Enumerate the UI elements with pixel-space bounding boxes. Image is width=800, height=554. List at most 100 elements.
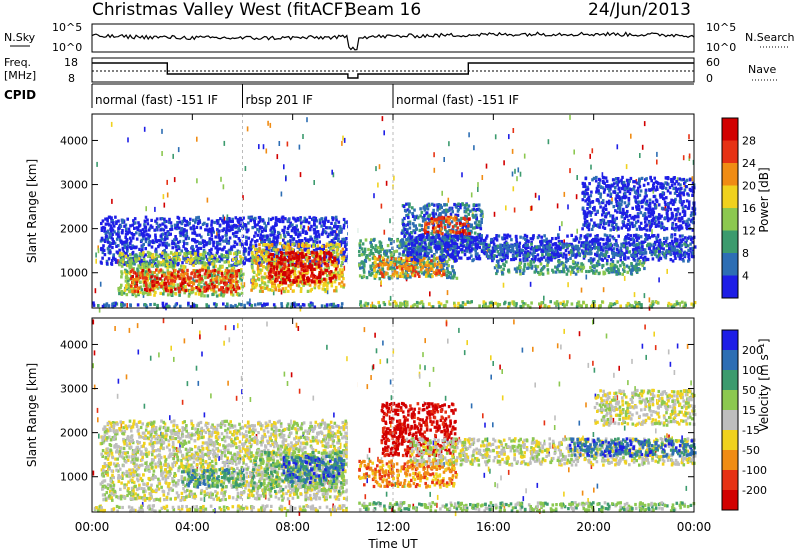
- range-gate-cell: [258, 247, 261, 251]
- range-gate-cell: [105, 302, 109, 306]
- range-gate-cell: [467, 224, 470, 228]
- range-gate-cell: [405, 267, 409, 271]
- range-gate-cell: [449, 212, 453, 216]
- range-gate-cell: [234, 261, 237, 266]
- range-gate-cell: [226, 284, 229, 288]
- range-gate-cell: [206, 287, 209, 291]
- range-gate-cell: [150, 254, 154, 259]
- range-gate-cell: [399, 274, 402, 278]
- range-gate-cell: [223, 275, 227, 280]
- range-gate-cell: [314, 233, 318, 238]
- range-gate-cell: [273, 253, 277, 257]
- range-gate-cell: [228, 264, 231, 268]
- range-gate-cell: [677, 302, 681, 306]
- range-gate-cell: [398, 244, 401, 248]
- range-gate-cell: [311, 259, 314, 263]
- range-gate-cell: [326, 226, 330, 230]
- range-gate-cell: [157, 282, 161, 286]
- range-gate-cell: [178, 239, 182, 244]
- range-gate-cell: [464, 210, 468, 214]
- range-gate-cell: [238, 218, 242, 222]
- range-gate-cell: [140, 260, 144, 264]
- range-gate-cell: [264, 266, 268, 270]
- range-gate-cell: [112, 253, 115, 257]
- range-gate-cell: [437, 300, 441, 305]
- range-gate-cell: [543, 303, 547, 308]
- range-gate-cell: [302, 225, 306, 229]
- range-gate-cell: [247, 246, 251, 250]
- range-gate-cell: [291, 258, 295, 262]
- range-gate-cell: [165, 259, 168, 263]
- range-gate-cell: [125, 241, 129, 245]
- range-gate-cell: [266, 236, 269, 240]
- range-gate-cell: [340, 270, 344, 274]
- range-gate-cell: [438, 212, 442, 216]
- range-gate-cell: [182, 239, 186, 243]
- range-gate-cell: [287, 289, 290, 293]
- range-gate-cell: [151, 270, 154, 275]
- range-gate-cell: [285, 304, 289, 308]
- range-gate-cell: [405, 256, 409, 260]
- range-gate-cell: [482, 300, 486, 304]
- range-gate-cell: [390, 256, 394, 261]
- range-gate-cell: [231, 272, 234, 276]
- range-gate-cell: [342, 277, 345, 281]
- range-gate-cell: [461, 305, 464, 309]
- range-gate-cell: [312, 259, 316, 263]
- range-gate-cell: [297, 233, 301, 237]
- range-gate-cell: [313, 254, 316, 258]
- range-gate-cell: [260, 253, 263, 257]
- range-gate-cell: [120, 292, 124, 296]
- range-gate-cell: [416, 266, 419, 270]
- range-gate-cell: [405, 214, 408, 218]
- range-gate-cell: [276, 278, 279, 283]
- range-gate-cell: [210, 223, 213, 227]
- range-gate-cell: [261, 257, 264, 261]
- range-gate-cell: [285, 276, 289, 280]
- range-gate-cell: [97, 304, 100, 308]
- range-gate-cell: [451, 225, 455, 229]
- range-gate-cell: [274, 216, 278, 220]
- range-gate-cell: [193, 230, 196, 235]
- range-gate-cell: [126, 231, 130, 235]
- range-gate-cell: [134, 284, 137, 289]
- range-gate-cell: [261, 260, 264, 264]
- scatter-cell: [602, 287, 605, 293]
- range-gate-cell: [219, 217, 222, 221]
- range-gate-cell: [469, 209, 472, 213]
- range-gate-cell: [282, 253, 286, 257]
- range-gate-cell: [257, 278, 261, 282]
- range-gate-cell: [403, 234, 406, 239]
- range-gate-cell: [167, 220, 171, 224]
- range-gate-cell: [457, 301, 460, 305]
- range-gate-cell: [225, 230, 228, 235]
- range-gate-cell: [167, 243, 171, 247]
- range-gate-cell: [151, 273, 154, 277]
- range-gate-cell: [169, 284, 173, 289]
- range-gate-cell: [385, 262, 388, 266]
- range-gate-cell: [140, 270, 144, 274]
- range-gate-cell: [195, 225, 199, 229]
- range-gate-cell: [422, 217, 426, 221]
- range-gate-cell: [120, 239, 123, 243]
- scatter-cell: [461, 172, 463, 178]
- range-gate-cell: [194, 261, 198, 265]
- range-gate-cell: [259, 233, 262, 237]
- range-gate-cell: [337, 271, 340, 275]
- range-gate-cell: [155, 250, 158, 254]
- range-gate-cell: [466, 226, 469, 230]
- range-gate-cell: [538, 302, 541, 306]
- range-gate-cell: [148, 240, 151, 244]
- range-gate-cell: [104, 304, 108, 308]
- range-gate-cell: [193, 275, 196, 279]
- range-gate-cell: [125, 272, 128, 276]
- range-gate-cell: [306, 276, 310, 280]
- range-gate-cell: [423, 228, 426, 232]
- range-gate-cell: [243, 247, 246, 251]
- range-gate-cell: [468, 232, 471, 236]
- range-gate-cell: [165, 241, 169, 245]
- scatter-cell: [589, 153, 591, 159]
- range-gate-cell: [225, 290, 229, 294]
- range-gate-cell: [323, 223, 326, 228]
- range-gate-cell: [368, 270, 371, 274]
